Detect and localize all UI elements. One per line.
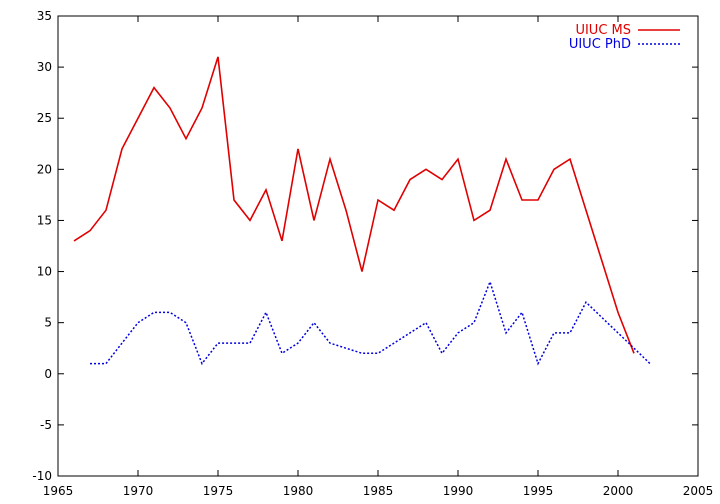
y-tick-label: 35	[37, 9, 52, 23]
y-tick-label: 10	[37, 265, 52, 279]
y-tick-label: 20	[37, 162, 52, 176]
y-tick-label: 5	[44, 316, 52, 330]
x-tick-label: 1985	[363, 484, 394, 498]
y-tick-label: -10	[32, 469, 52, 483]
series-line-1	[73, 56, 635, 354]
plot-frame	[57, 15, 699, 477]
legend-label: UIUC MS	[575, 23, 631, 38]
x-tick-label: 1995	[523, 484, 554, 498]
legend-label: UIUC PhD	[569, 37, 631, 52]
x-tick-label: 1970	[123, 484, 154, 498]
x-tick-label: 1975	[203, 484, 234, 498]
y-tick-label: 30	[37, 60, 52, 74]
y-tick-label: 0	[44, 367, 52, 381]
y-tick-label: 25	[37, 111, 52, 125]
series-line-2	[90, 279, 651, 366]
y-tick-label: 15	[37, 213, 52, 227]
x-tick-label: 2000	[603, 484, 634, 498]
series-layer	[73, 56, 651, 366]
y-axis-ticks: -10 -5 0 5 10 15 20 25 30 35	[32, 9, 698, 483]
x-tick-label: 1965	[43, 484, 74, 498]
x-axis-ticks: 1965 1970 1975 1980 1985 1990 1995 2000 2005	[43, 16, 714, 498]
y-tick-label: -5	[40, 418, 52, 432]
x-tick-label: 1980	[283, 484, 314, 498]
x-tick-label: 2005	[683, 484, 714, 498]
x-tick-label: 1990	[443, 484, 474, 498]
